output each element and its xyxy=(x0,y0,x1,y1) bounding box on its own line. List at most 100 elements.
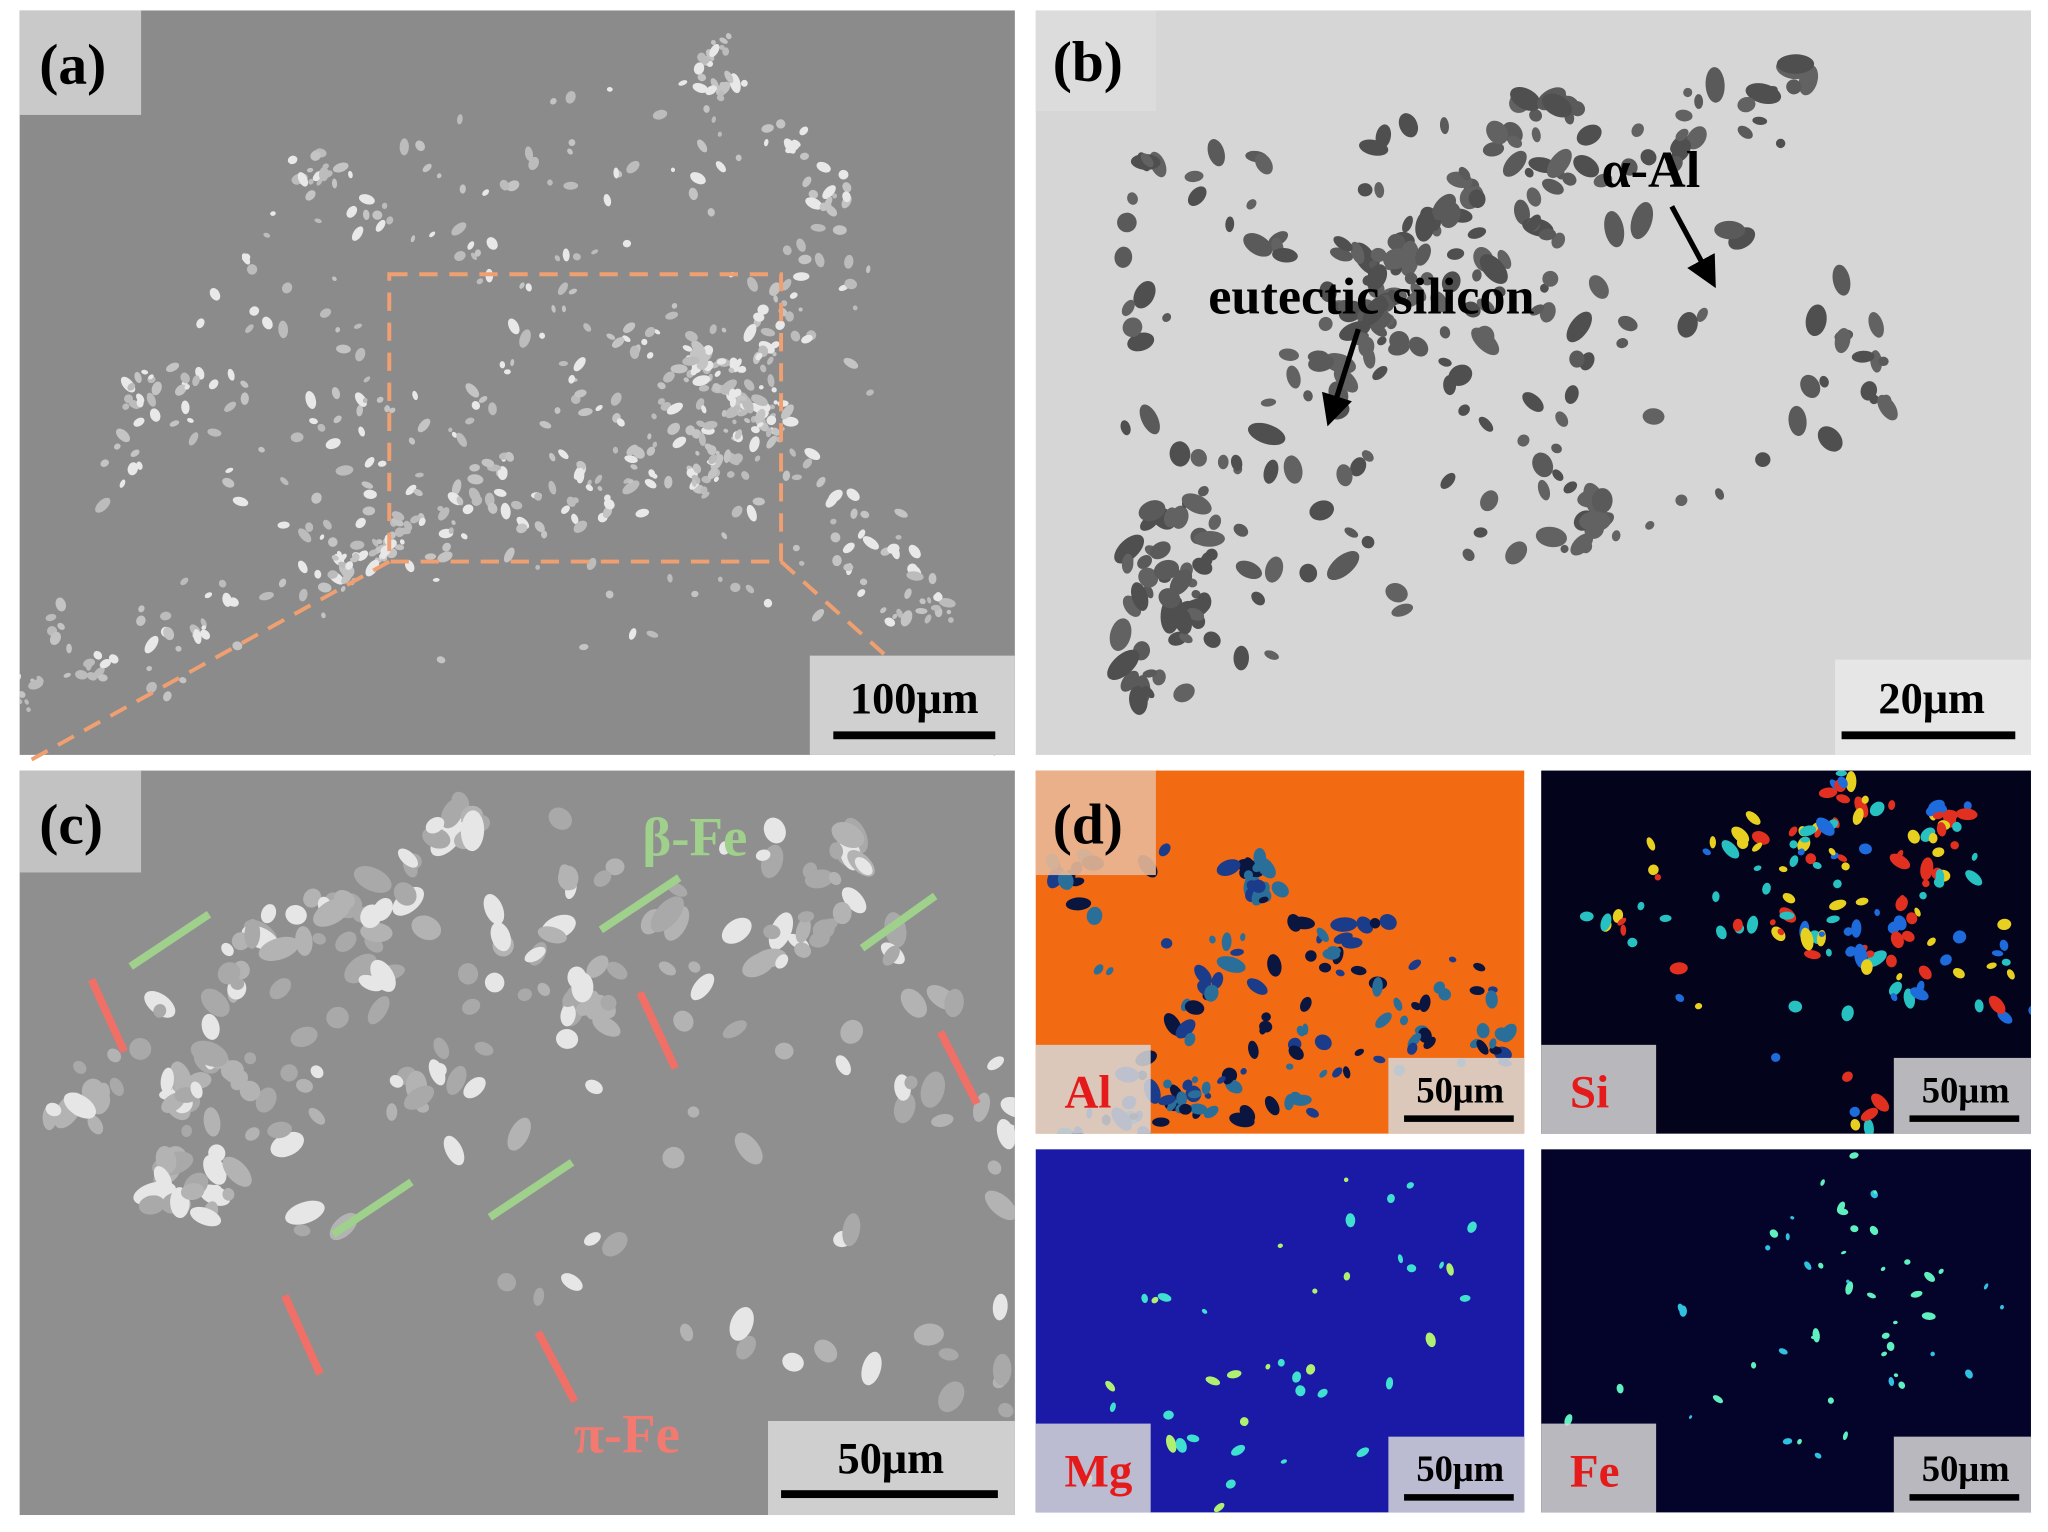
particle xyxy=(760,328,776,337)
particle xyxy=(351,226,364,241)
particle xyxy=(1930,1351,1935,1357)
particle xyxy=(1335,969,1345,977)
particle xyxy=(1837,854,1848,862)
particle xyxy=(196,318,205,329)
micrograph-a xyxy=(19,10,1015,755)
particle xyxy=(1203,1105,1219,1119)
particle xyxy=(1292,1371,1302,1383)
particle xyxy=(1251,591,1265,606)
particle xyxy=(405,484,417,496)
label-box xyxy=(1541,1044,1657,1134)
particle xyxy=(389,407,396,414)
particle xyxy=(255,1087,277,1113)
particle xyxy=(232,496,249,507)
particle xyxy=(1473,527,1488,538)
particle xyxy=(701,491,710,499)
particle xyxy=(181,1124,192,1138)
particle xyxy=(729,396,737,408)
particle xyxy=(432,1063,447,1078)
particle xyxy=(246,264,258,275)
particle xyxy=(719,37,728,44)
particle xyxy=(1837,1208,1849,1216)
particle xyxy=(567,966,587,990)
particle xyxy=(448,527,454,535)
particle xyxy=(693,62,705,75)
particle xyxy=(1105,1380,1116,1392)
particle xyxy=(728,367,735,373)
particle xyxy=(1836,794,1850,804)
particle xyxy=(670,364,688,374)
particle xyxy=(462,998,481,1015)
particle xyxy=(1407,1042,1418,1055)
particle xyxy=(1694,94,1704,109)
particle xyxy=(1919,891,1927,900)
particle xyxy=(1350,965,1367,976)
particle xyxy=(773,400,778,405)
particle xyxy=(424,553,437,560)
particle xyxy=(1208,514,1222,530)
particle xyxy=(709,324,717,335)
particles xyxy=(42,791,1015,1418)
particle xyxy=(136,615,146,626)
particle xyxy=(1480,490,1499,512)
particle xyxy=(1845,1281,1854,1295)
scale-bar xyxy=(781,1490,998,1499)
particle xyxy=(516,523,528,534)
particle xyxy=(297,560,308,574)
particle xyxy=(841,887,867,914)
particle xyxy=(755,849,771,861)
particle xyxy=(1127,332,1155,352)
particle xyxy=(1247,422,1286,446)
particle xyxy=(524,146,534,162)
particle xyxy=(1694,1003,1703,1010)
arrow xyxy=(87,977,128,1053)
particle xyxy=(586,557,597,571)
particle xyxy=(187,417,194,423)
particle xyxy=(682,356,700,366)
particle xyxy=(66,643,72,654)
particle xyxy=(533,1287,545,1306)
particle xyxy=(1817,426,1843,452)
panel-label: (c) xyxy=(39,794,103,857)
particle xyxy=(1230,454,1243,471)
particle xyxy=(1280,1459,1288,1464)
particle xyxy=(460,533,468,540)
particle xyxy=(1205,1376,1221,1386)
particle xyxy=(565,91,576,104)
particle xyxy=(200,618,207,628)
particle xyxy=(1366,264,1388,291)
particle xyxy=(474,1041,494,1056)
particle xyxy=(756,408,766,422)
particle xyxy=(568,374,576,384)
particle xyxy=(984,1190,1015,1221)
panel-label: (a) xyxy=(39,34,106,97)
particle xyxy=(1338,300,1352,315)
particle xyxy=(827,489,843,504)
particle xyxy=(772,352,777,357)
particle xyxy=(1546,148,1572,178)
particle xyxy=(1983,1283,1989,1290)
particle xyxy=(692,82,708,94)
particle xyxy=(1654,874,1662,881)
particle xyxy=(1659,914,1672,922)
particle xyxy=(1752,842,1763,852)
particle xyxy=(884,617,896,627)
particle xyxy=(269,978,292,1000)
particle xyxy=(866,389,874,396)
particle xyxy=(1333,236,1353,252)
particle xyxy=(100,459,109,467)
particle xyxy=(866,265,871,274)
particle xyxy=(1600,913,1612,932)
particle xyxy=(1312,1288,1318,1294)
particle xyxy=(45,1102,62,1117)
particle xyxy=(1869,1225,1879,1236)
particle xyxy=(1874,909,1880,917)
particle xyxy=(673,1010,694,1032)
particle xyxy=(1086,906,1103,925)
particle xyxy=(1778,866,1788,873)
particle xyxy=(1158,843,1171,857)
element-label: Fe xyxy=(1570,1445,1620,1497)
particle xyxy=(1163,1410,1174,1420)
particle xyxy=(287,155,298,165)
particle xyxy=(1814,1452,1822,1459)
